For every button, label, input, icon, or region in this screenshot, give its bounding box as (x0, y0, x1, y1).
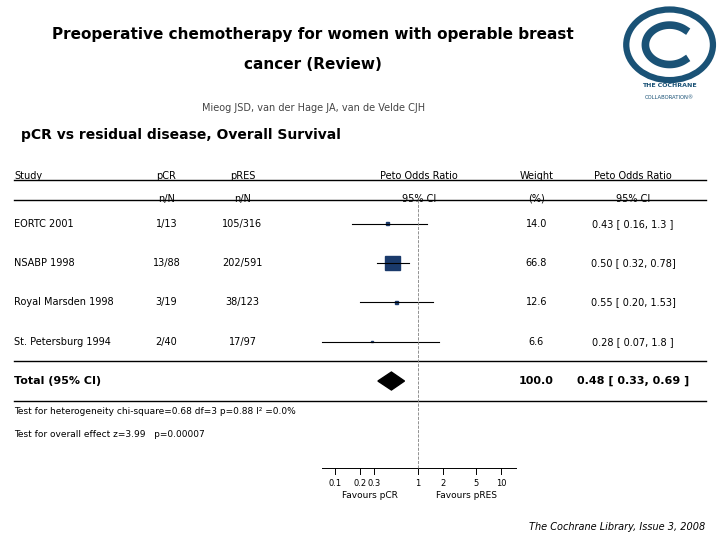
Text: 0.50 [ 0.32, 0.78]: 0.50 [ 0.32, 0.78] (590, 258, 675, 268)
Text: 2/40: 2/40 (156, 337, 177, 347)
Text: 202/591: 202/591 (222, 258, 263, 268)
Text: 0.43 [ 0.16, 1.3 ]: 0.43 [ 0.16, 1.3 ] (593, 219, 674, 229)
Text: 66.8: 66.8 (526, 258, 547, 268)
Text: 95% CI: 95% CI (402, 193, 436, 204)
Text: 105/316: 105/316 (222, 219, 263, 229)
Text: cancer (Review): cancer (Review) (244, 57, 382, 72)
Text: 0.48 [ 0.33, 0.69 ]: 0.48 [ 0.33, 0.69 ] (577, 376, 689, 386)
Text: 5: 5 (473, 480, 479, 488)
Text: Favours pCR: Favours pCR (342, 490, 398, 500)
Text: (%): (%) (528, 193, 544, 204)
Text: Peto Odds Ratio: Peto Odds Ratio (594, 171, 672, 181)
Text: 0.28 [ 0.07, 1.8 ]: 0.28 [ 0.07, 1.8 ] (593, 337, 674, 347)
Bar (385, 256, 400, 271)
Bar (395, 301, 397, 304)
Text: 0.1: 0.1 (328, 480, 341, 488)
Text: COLLABORATION®: COLLABORATION® (645, 95, 694, 100)
Text: 2: 2 (440, 480, 446, 488)
Text: Total (95% CI): Total (95% CI) (14, 376, 102, 386)
Text: 6.6: 6.6 (528, 337, 544, 347)
Text: NSABP 1998: NSABP 1998 (14, 258, 75, 268)
Text: Weight: Weight (519, 171, 553, 181)
Text: 0.3: 0.3 (368, 480, 381, 488)
Text: Study: Study (14, 171, 42, 181)
Text: 12.6: 12.6 (526, 298, 547, 307)
Text: 38/123: 38/123 (225, 298, 259, 307)
Text: pCR: pCR (156, 171, 176, 181)
Text: EORTC 2001: EORTC 2001 (14, 219, 74, 229)
Text: 1: 1 (415, 480, 420, 488)
Bar (386, 222, 389, 225)
Text: Test for overall effect z=3.99   p=0.00007: Test for overall effect z=3.99 p=0.00007 (14, 430, 205, 439)
Polygon shape (378, 372, 405, 390)
Text: n/N: n/N (158, 193, 175, 204)
Text: Royal Marsden 1998: Royal Marsden 1998 (14, 298, 114, 307)
Text: 0.2: 0.2 (354, 480, 366, 488)
Text: 1/13: 1/13 (156, 219, 177, 229)
Text: Mieog JSD, van der Hage JA, van de Velde CJH: Mieog JSD, van der Hage JA, van de Velde… (202, 103, 425, 113)
Text: Favours pRES: Favours pRES (436, 490, 498, 500)
Text: 10: 10 (495, 480, 506, 488)
Text: 17/97: 17/97 (228, 337, 256, 347)
Text: 13/88: 13/88 (153, 258, 180, 268)
Text: THE COCHRANE: THE COCHRANE (642, 83, 697, 89)
Text: 95% CI: 95% CI (616, 193, 650, 204)
Text: n/N: n/N (234, 193, 251, 204)
Text: pRES: pRES (230, 171, 255, 181)
Text: 3/19: 3/19 (156, 298, 177, 307)
Text: 100.0: 100.0 (519, 376, 554, 386)
Text: pCR vs residual disease, Overall Survival: pCR vs residual disease, Overall Surviva… (22, 128, 341, 142)
Text: Test for heterogeneity chi-square=0.68 df=3 p=0.88 I² =0.0%: Test for heterogeneity chi-square=0.68 d… (14, 407, 296, 416)
Text: St. Petersburg 1994: St. Petersburg 1994 (14, 337, 112, 347)
Text: Preoperative chemotherapy for women with operable breast: Preoperative chemotherapy for women with… (53, 27, 574, 42)
Text: The Cochrane Library, Issue 3, 2008: The Cochrane Library, Issue 3, 2008 (529, 522, 706, 532)
Text: Peto Odds Ratio: Peto Odds Ratio (380, 171, 458, 181)
Bar (372, 341, 373, 342)
Circle shape (635, 17, 704, 73)
Text: 14.0: 14.0 (526, 219, 547, 229)
Text: 0.55 [ 0.20, 1.53]: 0.55 [ 0.20, 1.53] (590, 298, 675, 307)
